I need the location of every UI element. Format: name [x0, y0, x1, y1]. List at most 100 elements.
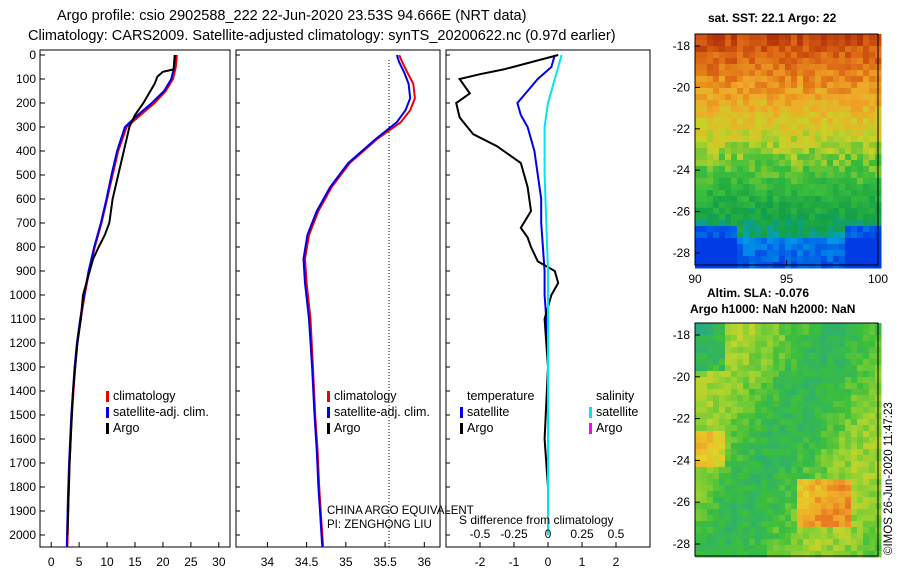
map-cell — [857, 184, 864, 191]
map-cell — [725, 238, 732, 245]
map-cell — [797, 178, 804, 185]
map-cell — [797, 533, 804, 540]
map-cell — [767, 509, 774, 516]
map-cell — [761, 419, 768, 426]
map-cell — [797, 401, 804, 408]
map-cell — [845, 407, 852, 414]
map-cell — [869, 100, 876, 107]
map-cell — [809, 491, 816, 498]
map-cell — [755, 208, 762, 215]
map-cell — [713, 166, 720, 173]
map-cell — [863, 509, 870, 516]
map-cell — [863, 491, 870, 498]
map-cell — [731, 395, 738, 402]
map-cell — [749, 160, 756, 167]
map-cell — [857, 461, 864, 468]
map-cell — [809, 455, 816, 462]
map-cell — [713, 461, 720, 468]
map-cell — [743, 473, 750, 480]
map-cell — [779, 491, 786, 498]
map-cell — [743, 112, 750, 119]
map-cell — [725, 178, 732, 185]
map-cell — [773, 449, 780, 456]
map-cell — [827, 509, 834, 516]
map-cell — [827, 323, 834, 330]
map-cell — [713, 527, 720, 534]
map-cell — [851, 154, 858, 161]
map-cell — [839, 419, 846, 426]
map-cell — [869, 407, 876, 414]
sst-title: sat. SST: 22.1 Argo: 22 — [708, 11, 837, 25]
map-cell — [839, 220, 846, 227]
map-cell — [857, 214, 864, 221]
map-cell — [797, 148, 804, 155]
map-cell — [707, 551, 714, 558]
map-cell — [701, 148, 708, 155]
map-cell — [851, 40, 858, 47]
map-cell — [737, 509, 744, 516]
map-cell — [767, 58, 774, 65]
map-cell — [761, 371, 768, 378]
map-cell — [785, 166, 792, 173]
map-cell — [869, 401, 876, 408]
map-cell — [737, 184, 744, 191]
map-cell — [773, 88, 780, 95]
map-cell — [719, 214, 726, 221]
map-cell — [821, 172, 828, 179]
map-cell — [725, 491, 732, 498]
map-cell — [743, 401, 750, 408]
map-cell — [713, 383, 720, 390]
map-cell — [833, 413, 840, 420]
map-cell — [755, 473, 762, 480]
map-cell — [755, 178, 762, 185]
map-cell — [761, 256, 768, 263]
map-cell — [851, 202, 858, 209]
x-tick-label: 20 — [156, 555, 170, 569]
map-cell — [773, 172, 780, 179]
x-tick-label-bottom: 1 — [579, 555, 586, 569]
map-cell — [707, 70, 714, 77]
map-cell — [719, 172, 726, 179]
map-cell — [731, 244, 738, 251]
map-cell — [821, 178, 828, 185]
map-cell — [719, 70, 726, 77]
map-cell — [809, 389, 816, 396]
map-cell — [833, 34, 840, 41]
map-cell — [713, 238, 720, 245]
series-line-temperature-argo — [455, 54, 560, 535]
map-cell — [701, 106, 708, 113]
map-cell — [695, 166, 702, 173]
map-cell — [785, 52, 792, 59]
map-cell — [749, 190, 756, 197]
map-cell — [719, 160, 726, 167]
map-cell — [767, 533, 774, 540]
map-cell — [809, 419, 816, 426]
map-cell — [713, 503, 720, 510]
map-cell — [821, 58, 828, 65]
map-cell — [815, 401, 822, 408]
map-cell — [821, 437, 828, 444]
map-cell — [707, 154, 714, 161]
map-cell — [761, 124, 768, 131]
lon-tick-label: 100 — [868, 272, 888, 286]
map-cell — [833, 473, 840, 480]
map-cell — [737, 425, 744, 432]
map-cell — [815, 226, 822, 233]
map-cell — [737, 232, 744, 239]
y-tick-label: 1200 — [9, 336, 36, 350]
map-cell — [791, 100, 798, 107]
map-cell — [803, 443, 810, 450]
map-cell — [695, 485, 702, 492]
map-cell — [857, 449, 864, 456]
map-cell — [719, 389, 726, 396]
map-cell — [827, 473, 834, 480]
map-cell — [725, 527, 732, 534]
map-cell — [773, 208, 780, 215]
map-cell — [833, 214, 840, 221]
map-cell — [797, 244, 804, 251]
map-cell — [749, 359, 756, 366]
map-cell — [851, 467, 858, 474]
map-cell — [773, 226, 780, 233]
map-cell — [773, 359, 780, 366]
map-cell — [719, 136, 726, 143]
